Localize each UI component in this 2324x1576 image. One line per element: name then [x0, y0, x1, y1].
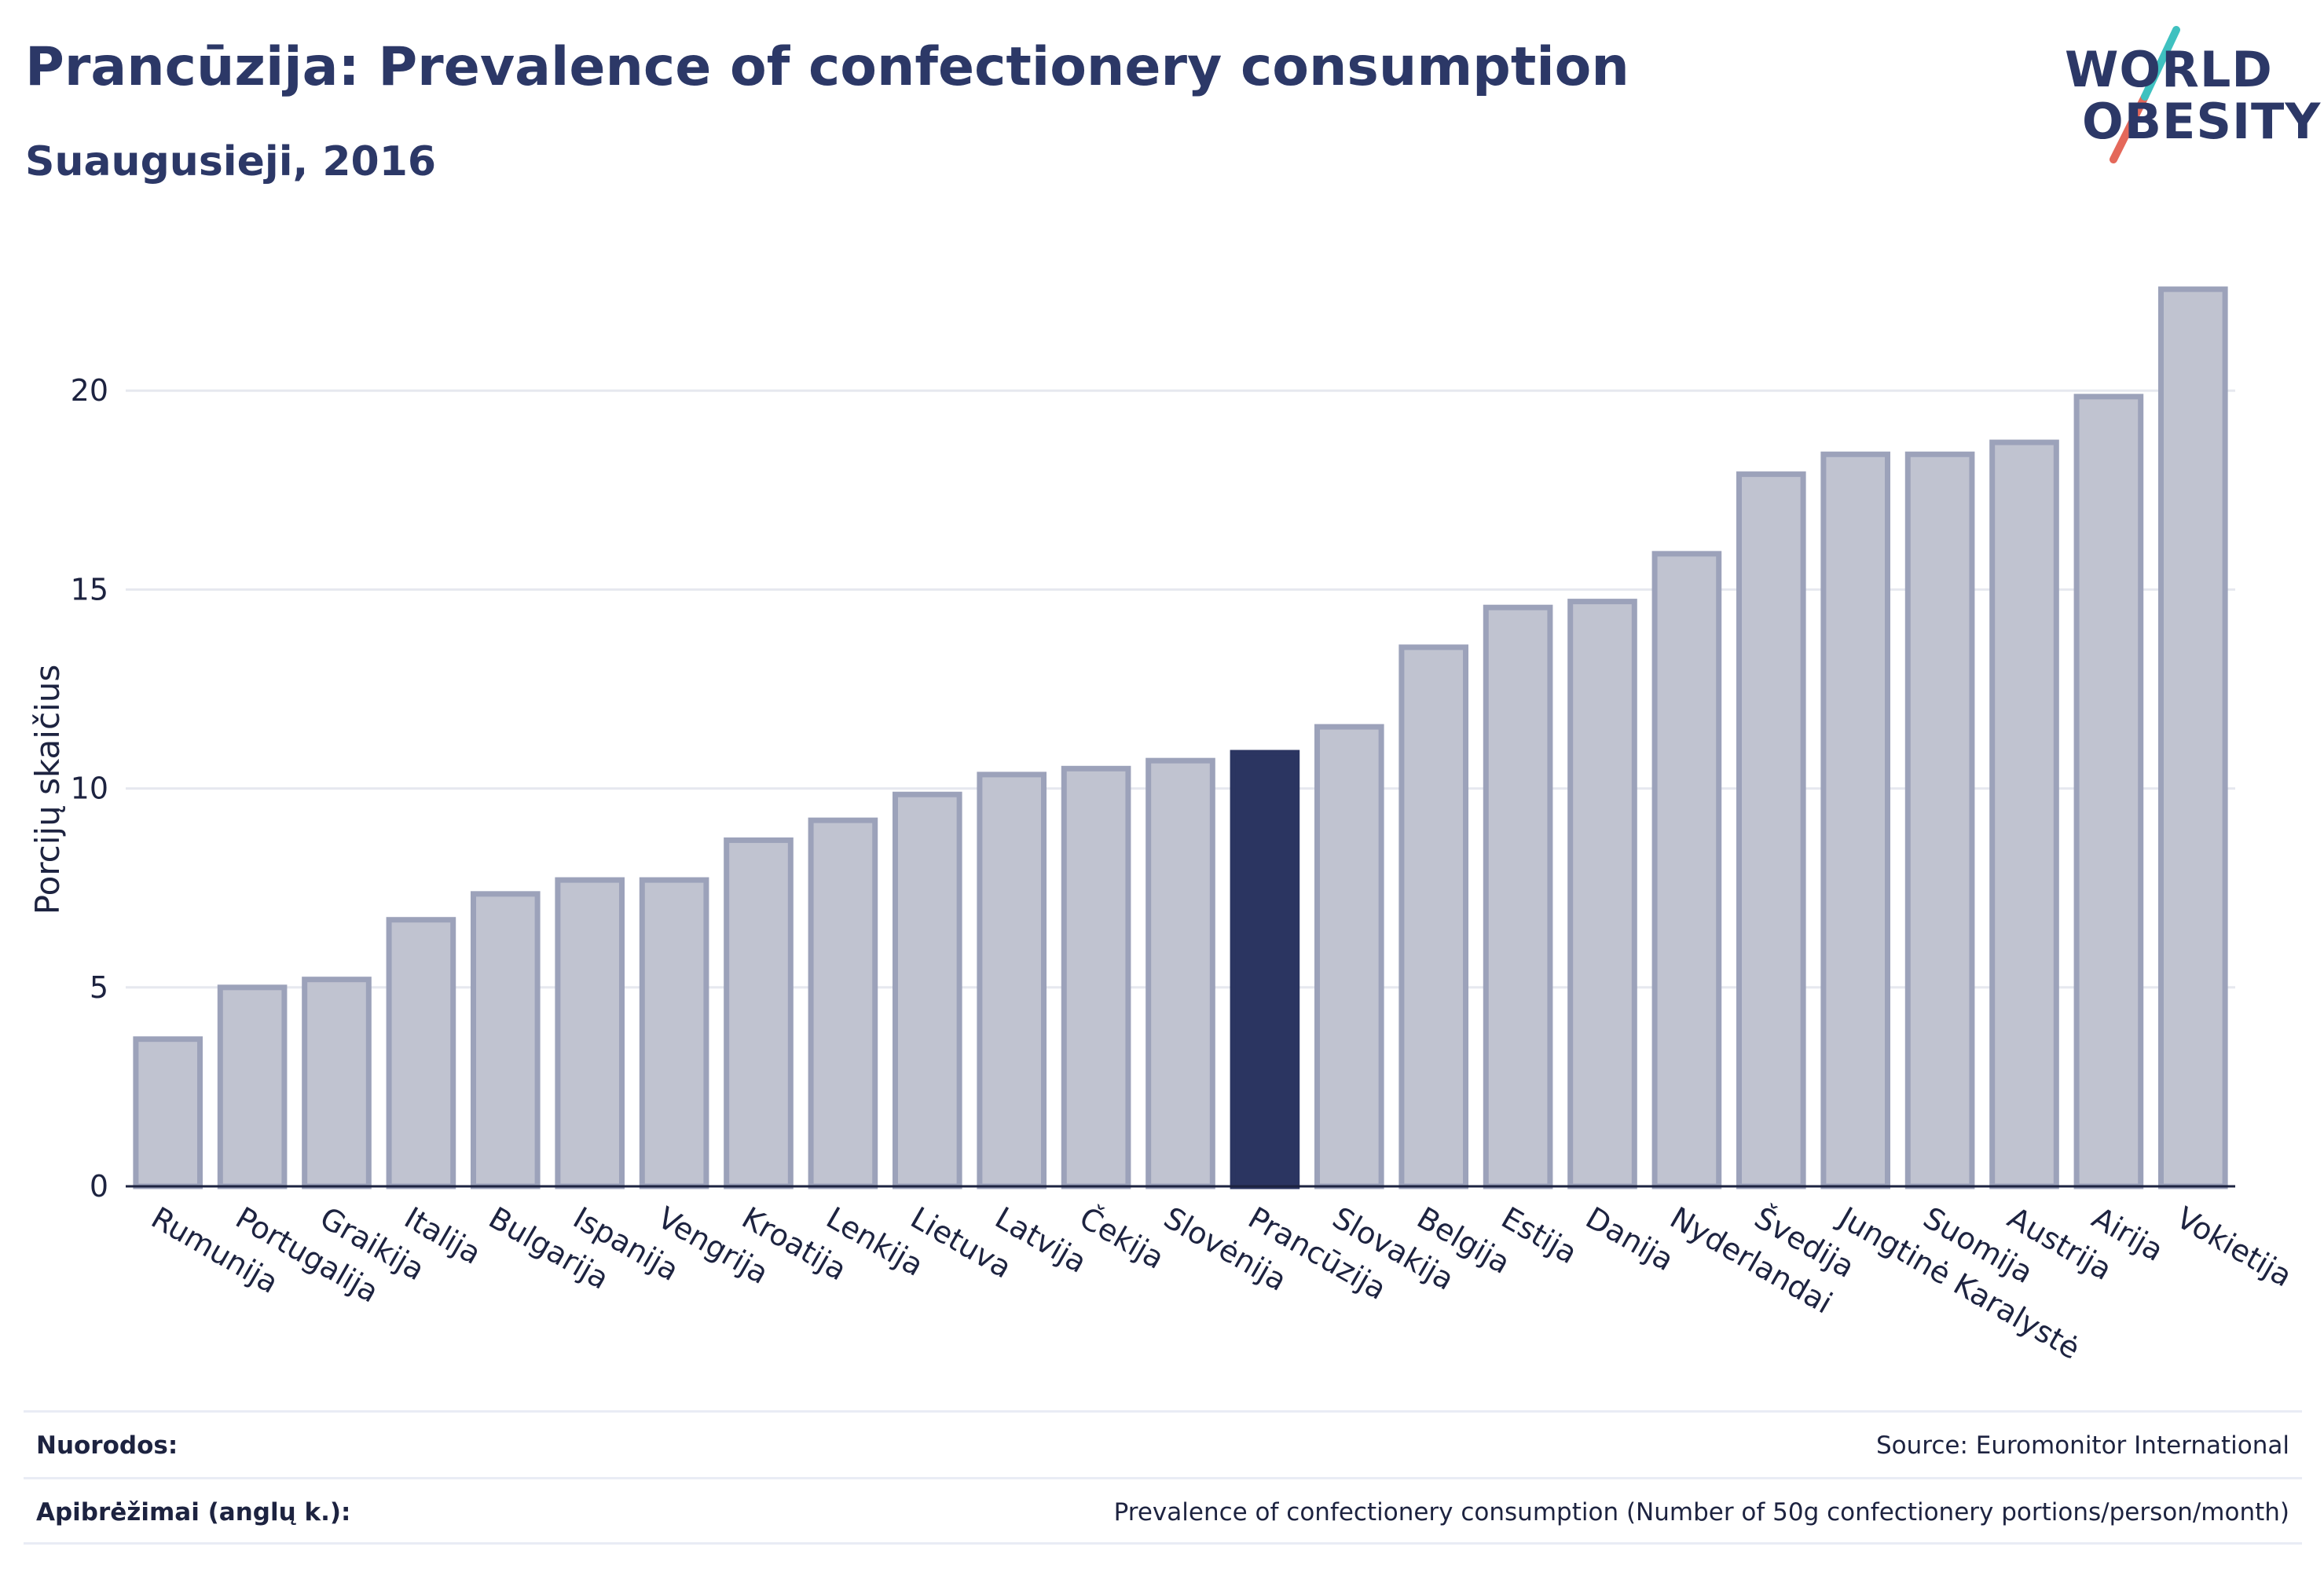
bar — [808, 817, 878, 1189]
y-tick-label: 15 — [71, 572, 108, 607]
bar — [1483, 604, 1553, 1189]
y-tick-label: 20 — [71, 373, 108, 408]
bar-highlighted — [1230, 750, 1300, 1189]
bar — [1146, 757, 1215, 1189]
footer-divider — [24, 1477, 2302, 1479]
y-tick-label: 0 — [90, 1169, 108, 1204]
x-tick-label: Danija — [1580, 1200, 1680, 1278]
bar — [1904, 451, 1975, 1189]
bar — [977, 772, 1047, 1189]
logo-slash-icon — [2110, 26, 2180, 163]
footer-divider — [24, 1410, 2302, 1413]
bar — [2073, 394, 2144, 1189]
logo-word-world: WORLD — [2065, 41, 2273, 98]
y-tick-label: 10 — [71, 772, 108, 806]
bar — [217, 984, 288, 1189]
bar — [1567, 599, 1637, 1189]
bars — [133, 286, 2228, 1189]
footer-references-row: Nuorodos: Source: Euromonitor Internatio… — [24, 1414, 2302, 1477]
bar — [724, 837, 794, 1189]
y-tick-label: 5 — [90, 970, 108, 1005]
references-value: Source: Euromonitor International — [1875, 1431, 2289, 1460]
bar — [1651, 551, 1722, 1189]
bar — [1061, 765, 1131, 1189]
bar — [1314, 724, 1384, 1189]
page-subtitle: Suaugusieji, 2016 — [25, 138, 437, 185]
y-axis-label: Porcijų skaičius — [28, 665, 67, 914]
definitions-value: Prevalence of confectionery consumption … — [1113, 1498, 2289, 1527]
bar — [639, 877, 709, 1189]
page-title: Prancūzija: Prevalence of confectionery … — [25, 36, 1629, 98]
footer-definitions-row: Apibrėžimai (anglų k.): Prevalence of co… — [24, 1481, 2302, 1544]
x-tick-label: Vokietija — [2171, 1200, 2298, 1294]
y-axis-ticks: 0 5 10 15 20 — [71, 373, 108, 1204]
bar — [2157, 286, 2228, 1189]
bar — [1989, 439, 2059, 1189]
bar — [1398, 644, 1469, 1189]
world-obesity-logo[interactable]: WORLD OBESITY — [2058, 22, 2320, 171]
bar — [470, 891, 541, 1189]
x-tick-label: Čekija — [1074, 1200, 1171, 1276]
footer-divider — [24, 1542, 2302, 1545]
bar — [386, 917, 456, 1189]
references-label: Nuorodos: — [36, 1431, 178, 1460]
bar — [555, 877, 625, 1189]
bar — [302, 977, 372, 1189]
definitions-label: Apibrėžimai (anglų k.): — [36, 1498, 351, 1527]
logo-word-obesity: OBESITY — [2082, 93, 2322, 150]
bar — [1736, 471, 1806, 1189]
bar — [1820, 451, 1891, 1189]
x-axis-ticks: RumunijaPortugalijaGraikijaItalijaBulgar… — [145, 1200, 2298, 1366]
bar-chart: 0 5 10 15 20 RumunijaPortugalijaGraikijaItal… — [28, 286, 2298, 1366]
bar — [892, 791, 962, 1189]
bar — [133, 1036, 203, 1189]
